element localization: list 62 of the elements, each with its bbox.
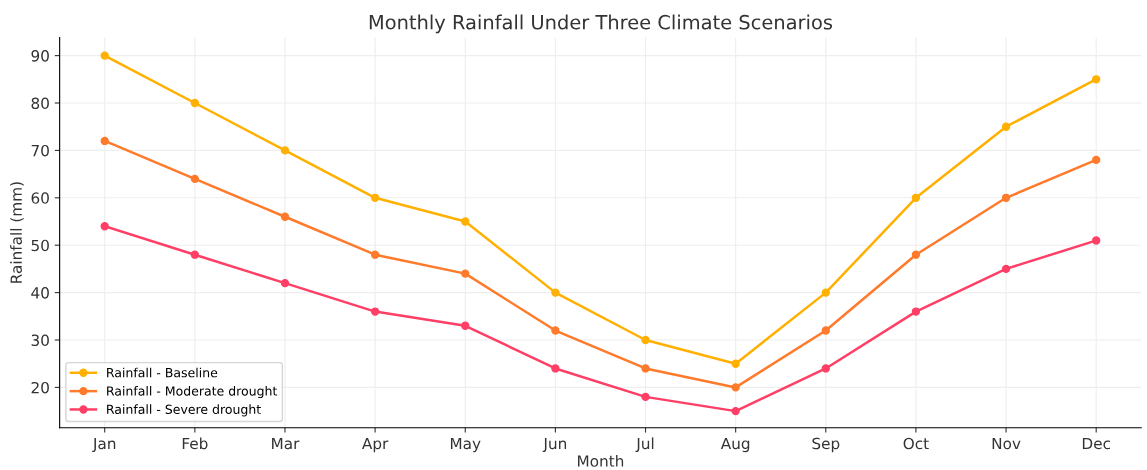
- point: [731, 383, 740, 392]
- point: [731, 359, 740, 368]
- chart-title: Monthly Rainfall Under Three Climate Scenarios: [369, 14, 833, 34]
- x-tick-label: Aug: [720, 437, 750, 453]
- x-tick-label: Nov: [992, 437, 1021, 450]
- point: [641, 364, 650, 373]
- point: [370, 307, 380, 316]
- point: [551, 326, 560, 335]
- point: [1001, 122, 1011, 131]
- x-tick-label: May: [450, 437, 481, 453]
- y-tick-label: 40: [31, 287, 49, 299]
- point: [641, 392, 650, 402]
- point: [821, 364, 830, 373]
- y-tick-label: 30: [31, 334, 49, 347]
- point: [461, 217, 470, 226]
- x-tick-label: Jan: [92, 437, 116, 453]
- x-tick-label: Sep: [812, 437, 840, 453]
- point: [911, 250, 921, 259]
- point: [190, 250, 200, 259]
- point: [1001, 264, 1011, 274]
- point: [100, 222, 109, 231]
- point: [731, 406, 740, 416]
- point: [461, 269, 470, 278]
- y-tick-label: 50: [31, 239, 49, 252]
- point: [280, 278, 290, 288]
- point: [1092, 155, 1101, 165]
- point: [911, 307, 921, 316]
- point: [280, 146, 290, 155]
- y-tick-label: 70: [31, 144, 49, 157]
- point: [551, 364, 560, 373]
- y-tick-label: 90: [31, 50, 49, 62]
- point: [551, 288, 560, 297]
- x-axis-title: Month: [578, 454, 624, 467]
- point: [821, 288, 830, 297]
- x-tick-label: Jun: [542, 437, 567, 453]
- point: [100, 51, 109, 60]
- y-tick-label: 60: [31, 192, 49, 204]
- legend-label: Rainfall - Baseline: [107, 367, 218, 378]
- point: [370, 193, 380, 202]
- y-axis-title: Rainfall (mm): [10, 182, 24, 283]
- point: [641, 335, 650, 345]
- point: [911, 193, 921, 202]
- x-tick-label: Apr: [362, 437, 389, 453]
- point: [100, 136, 109, 146]
- y-tick-label: 80: [31, 97, 49, 110]
- legend-label: Rainfall - Moderate drought: [107, 386, 278, 399]
- point: [190, 174, 200, 184]
- point: [1092, 75, 1101, 84]
- point: [461, 321, 470, 330]
- x-tick-label: Jul: [635, 437, 654, 453]
- x-tick-label: Dec: [1082, 437, 1111, 450]
- x-tick-label: Feb: [182, 437, 208, 450]
- point: [280, 212, 290, 221]
- point: [1001, 193, 1011, 202]
- point: [821, 326, 830, 335]
- point: [1092, 236, 1101, 245]
- point: [190, 98, 200, 108]
- legend-label: Rainfall - Severe drought: [107, 404, 261, 417]
- point: [370, 250, 380, 259]
- x-tick-label: Oct: [903, 437, 929, 450]
- x-tick-label: Mar: [272, 437, 300, 450]
- y-tick-label: 20: [31, 381, 49, 394]
